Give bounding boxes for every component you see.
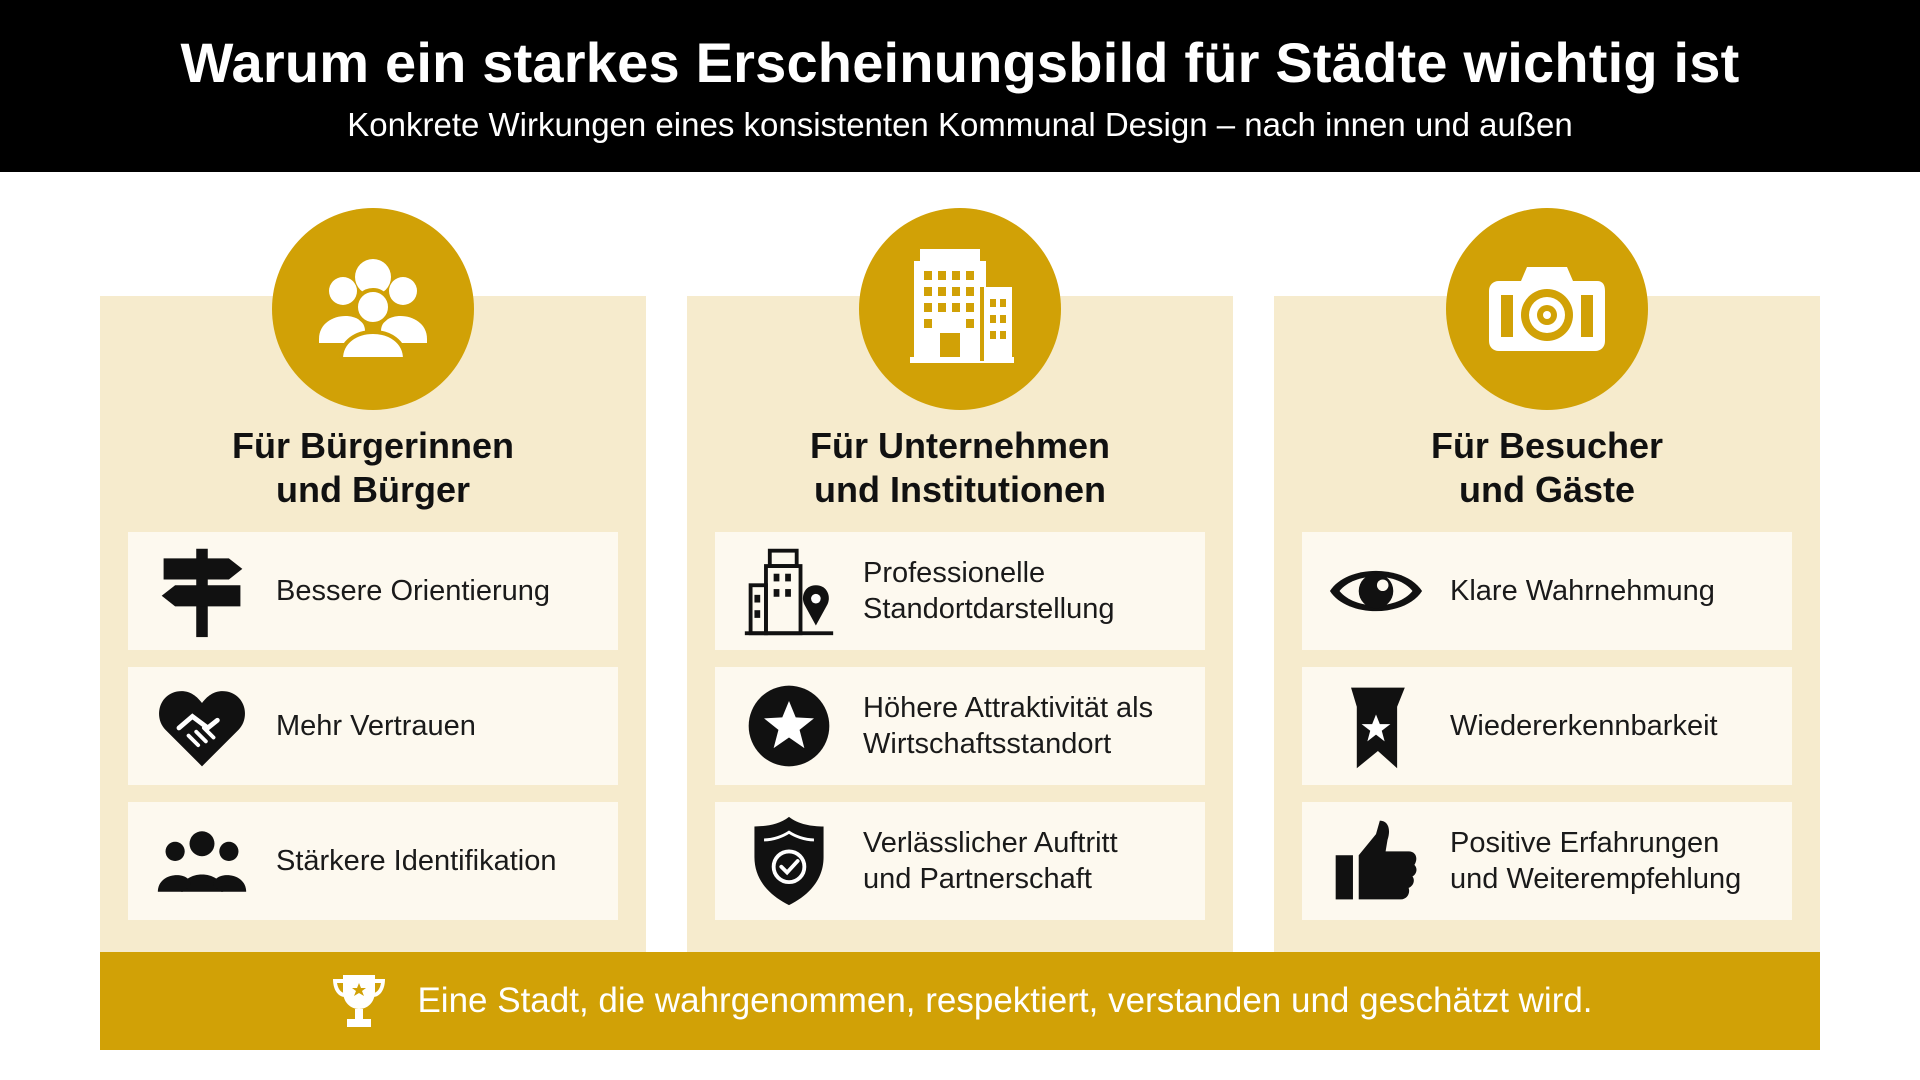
bookmark-star-icon [1302, 667, 1450, 785]
column-title: Für Unternehmen und Institutionen [809, 425, 1111, 510]
page-title: Warum ein starkes Erscheinungsbild für S… [180, 31, 1740, 94]
signpost-icon [128, 532, 276, 650]
thumbs-up-icon [1302, 802, 1450, 920]
footer-text: Eine Stadt, die wahrgenommen, respektier… [417, 981, 1593, 1020]
benefit-card: Wiedererkennbarkeit [1302, 667, 1792, 785]
benefit-card: Mehr Vertrauen [128, 667, 618, 785]
eye-icon [1302, 532, 1450, 650]
benefit-card: Stärkere Identifikation [128, 802, 618, 920]
trophy-icon [333, 975, 386, 1027]
page-subtitle: Konkrete Wirkungen eines konsistenten Ko… [347, 106, 1573, 143]
camera-icon [1446, 208, 1648, 410]
office-buildings-icon [859, 208, 1061, 410]
header-banner: Warum ein starkes Erscheinungsbild für S… [0, 0, 1920, 172]
benefit-card: Positive Erfahrungen und Weiterempfehlun… [1302, 802, 1792, 920]
group-icon [128, 802, 276, 920]
handshake-heart-icon [128, 667, 276, 785]
column-title: Für Bürgerinnen und Bürger [231, 425, 514, 510]
star-circle-icon [715, 667, 863, 785]
benefit-card: Bessere Orientierung [128, 532, 618, 650]
benefit-card: Höhere Attraktivität als Wirtschaftsstan… [715, 667, 1205, 785]
benefit-card: Verlässlicher Auftritt und Partnerschaft [715, 802, 1205, 920]
column-title: Für Besucher und Gäste [1430, 425, 1664, 510]
building-location-icon [715, 532, 863, 650]
shield-check-icon [715, 802, 863, 920]
people-group-icon [272, 208, 474, 410]
footer-banner: Eine Stadt, die wahrgenommen, respektier… [100, 952, 1820, 1050]
column-visitors: Für Besucher und Gäste Klare Wahrnehmung… [1274, 296, 1820, 952]
benefit-card: Professionelle Standortdarstellung [715, 532, 1205, 650]
benefit-card: Klare Wahrnehmung [1302, 532, 1792, 650]
